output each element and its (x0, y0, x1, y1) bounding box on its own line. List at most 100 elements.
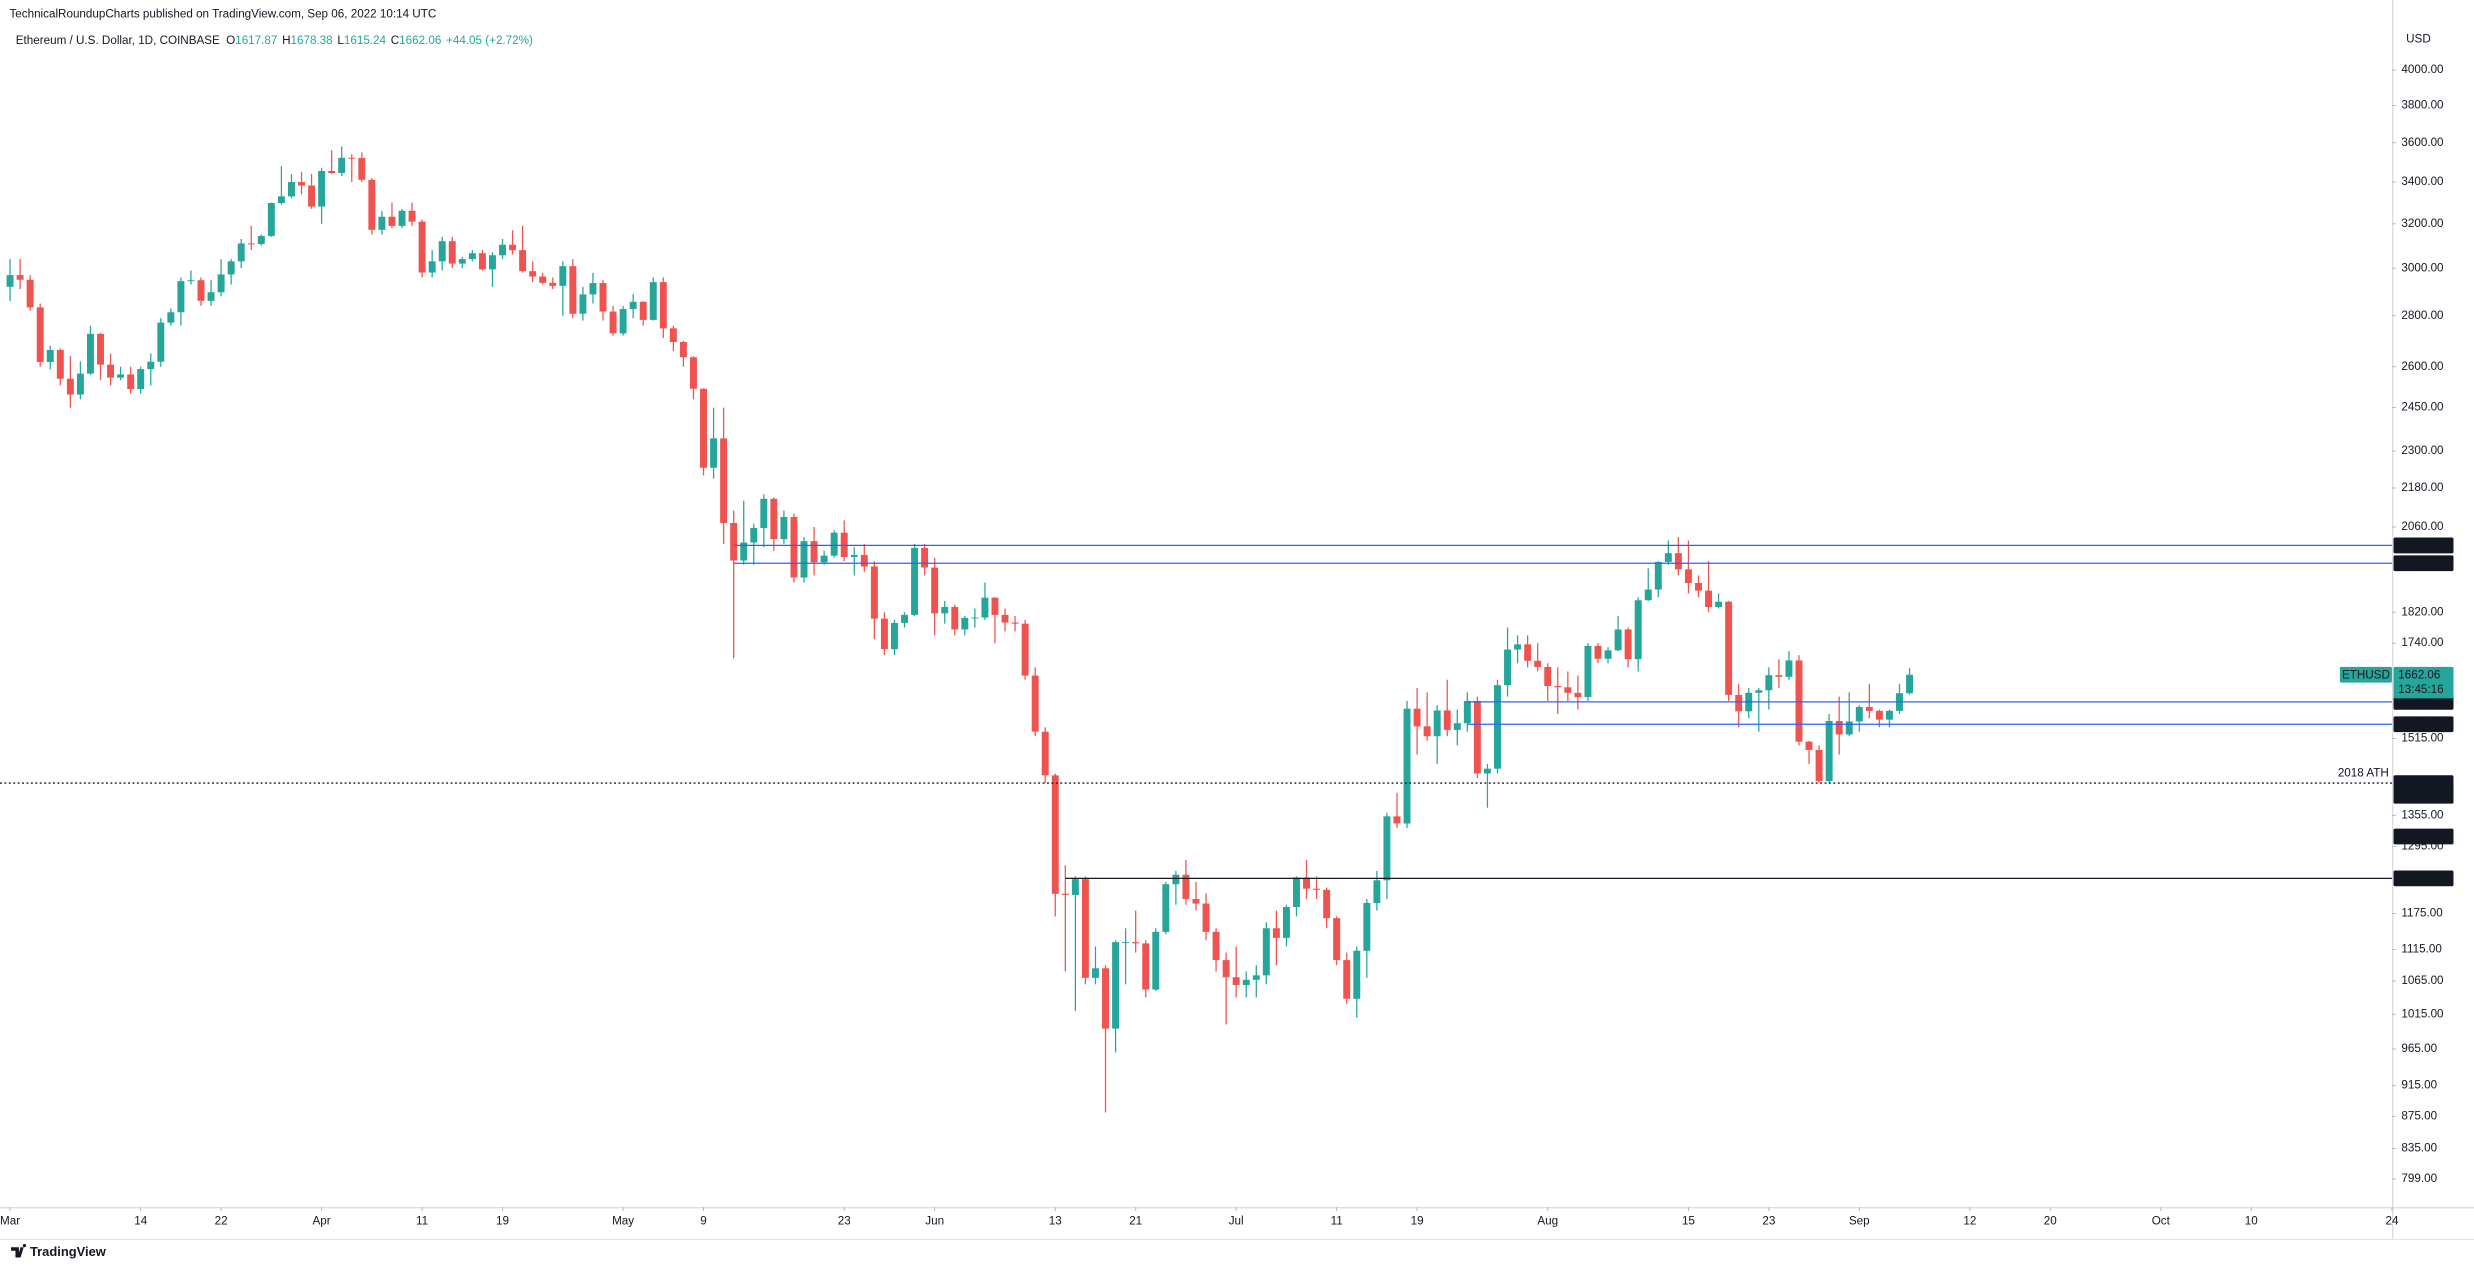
candle-body (16, 275, 24, 280)
candle (1654, 561, 1662, 598)
candle-body (1755, 690, 1763, 693)
candle (157, 318, 165, 367)
candle-body (569, 266, 577, 314)
candle (16, 259, 24, 290)
legend: Ethereum / U.S. Dollar, 1D, COINBASE O161… (16, 34, 533, 47)
candle (227, 259, 235, 285)
candle (1373, 870, 1381, 911)
candle-body (6, 275, 14, 287)
candle (147, 353, 155, 386)
y-tick-label: 965.00 (2401, 1042, 2437, 1055)
candle (1081, 876, 1089, 985)
candle-body (287, 182, 295, 197)
candle-body (1855, 706, 1863, 722)
candle-body (1614, 629, 1622, 651)
legend-value: 1662.06 (399, 34, 441, 47)
candle-body (659, 282, 667, 329)
y-tick-label: 875.00 (2401, 1109, 2437, 1122)
candle-body (1132, 942, 1140, 944)
candle-body (428, 261, 436, 273)
candle-body (589, 283, 597, 295)
candle (971, 608, 979, 628)
candle (378, 210, 386, 235)
candle-body (1323, 889, 1331, 919)
candle (207, 279, 215, 306)
candle-body (1222, 960, 1230, 978)
candle (1232, 946, 1240, 998)
candle-body (1775, 675, 1783, 677)
candle (1483, 763, 1491, 808)
candle (287, 173, 295, 199)
candle (1795, 655, 1803, 746)
candle (348, 154, 356, 183)
y-tick-label: 2060.00 (2401, 520, 2444, 533)
candle (488, 252, 496, 287)
candle (559, 261, 567, 316)
candle (1423, 692, 1431, 741)
candle (1785, 651, 1793, 680)
candle-body (197, 280, 205, 301)
candle-body (519, 250, 527, 272)
level-price-label: 1597.72 (2398, 695, 2441, 708)
candle-body (860, 554, 868, 567)
candle (1453, 709, 1461, 746)
candle-body (1011, 622, 1019, 624)
candle (689, 356, 697, 400)
candle-body (478, 253, 486, 270)
y-tick-label: 2180.00 (2401, 481, 2444, 494)
candle-body (1875, 710, 1883, 720)
candle-body (468, 253, 476, 260)
candle (1584, 643, 1592, 701)
candle (1684, 540, 1692, 594)
candle-body (770, 498, 778, 540)
candle-body (780, 517, 788, 540)
y-tick-label: 1015.00 (2401, 1007, 2444, 1020)
candle (1614, 616, 1622, 652)
candle-body (1172, 874, 1180, 885)
candle (277, 166, 285, 205)
candle-body (1584, 645, 1592, 698)
candle-body (227, 261, 235, 275)
candle (609, 305, 617, 336)
candle (46, 345, 54, 370)
candle-body (86, 333, 94, 374)
legend-symbol: Ethereum / U.S. Dollar, 1D, COINBASE (16, 34, 220, 47)
candle (619, 305, 627, 336)
candle (720, 407, 728, 544)
candle-body (1845, 721, 1853, 735)
candle (1242, 971, 1250, 998)
legend-change: +44.05 (+2.72%) (446, 34, 533, 47)
candle (66, 356, 74, 408)
y-tick-label: 835.00 (2401, 1142, 2437, 1155)
candle-body (117, 374, 125, 378)
candle-body (137, 369, 145, 390)
level-price-box (2393, 555, 2454, 572)
candle-body (1152, 931, 1160, 990)
candle-body (348, 157, 356, 159)
candle-body (1403, 708, 1411, 824)
level-price-box (2393, 870, 2454, 887)
y-tick-label: 3200.00 (2401, 217, 2444, 230)
symbol-label: ETHUSD (2342, 668, 2390, 681)
candle (86, 325, 94, 375)
candle (890, 619, 898, 656)
candle (1473, 696, 1481, 779)
candle-body (76, 373, 84, 395)
candle-body (247, 243, 255, 245)
x-tick-label: 21 (1129, 1214, 1142, 1227)
candle-body (750, 527, 758, 543)
candle-body (1695, 582, 1702, 591)
y-tick-label: 1820.00 (2401, 605, 2444, 618)
x-tick-label: 10 (2245, 1214, 2258, 1227)
candle-body (679, 342, 687, 358)
candle (468, 250, 476, 262)
candle-body (97, 333, 104, 365)
candle (860, 543, 868, 572)
candle-body (820, 555, 828, 563)
candle-body (720, 438, 728, 523)
candle-body (378, 216, 386, 230)
candle (1001, 608, 1009, 632)
candle (830, 530, 838, 558)
candle-body (579, 294, 587, 314)
candle (1403, 700, 1411, 829)
